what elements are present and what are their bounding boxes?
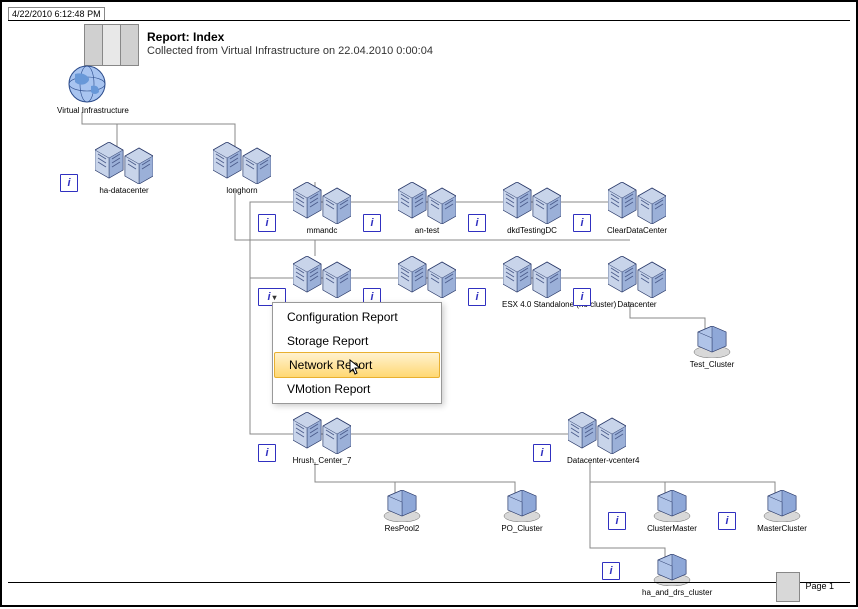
node-root[interactable]: Virtual Infrastructure xyxy=(57,64,117,115)
info-button[interactable]: i xyxy=(602,562,620,580)
node-n21[interactable] xyxy=(292,256,352,300)
node-label: Datacenter-vcenter4 xyxy=(567,456,627,465)
node-dcvcenter4[interactable]: Datacenter-vcenter4 xyxy=(567,412,627,465)
node-label: Hrush_Center_7 xyxy=(292,456,352,465)
info-button[interactable]: i xyxy=(468,214,486,232)
node-hrush[interactable]: Hrush_Center_7 xyxy=(292,412,352,465)
node-clearDC[interactable]: ClearDataCenter xyxy=(607,182,667,235)
node-label: an-test xyxy=(397,226,457,235)
node-testcluster[interactable]: Test_Cluster xyxy=(682,326,742,369)
server-icon xyxy=(398,256,456,298)
node-label: ResPool2 xyxy=(372,524,432,533)
server-icon xyxy=(398,182,456,224)
node-an-test[interactable]: an-test xyxy=(397,182,457,235)
menu-item[interactable]: Configuration Report xyxy=(273,305,441,329)
info-button[interactable]: i xyxy=(468,288,486,306)
node-label: ESX 4.0 Standalone (no cluster) xyxy=(502,300,562,309)
server-icon xyxy=(503,182,561,224)
cluster-icon xyxy=(692,326,732,358)
server-icon xyxy=(213,142,271,184)
menu-item[interactable]: Storage Report xyxy=(273,329,441,353)
node-hadrs[interactable]: ha_and_drs_cluster xyxy=(642,554,702,597)
node-label: Datacenter xyxy=(607,300,667,309)
info-button[interactable]: i xyxy=(573,288,591,306)
node-n22[interactable] xyxy=(397,256,457,300)
cluster-icon xyxy=(382,490,422,522)
footer-doc-icon xyxy=(776,572,800,602)
node-label: Virtual Infrastructure xyxy=(57,106,117,115)
node-label: Test_Cluster xyxy=(682,360,742,369)
node-datacenter[interactable]: Datacenter xyxy=(607,256,667,309)
node-pocluster[interactable]: PO_Cluster xyxy=(492,490,552,533)
server-icon xyxy=(503,256,561,298)
server-icon xyxy=(293,182,351,224)
node-esx40[interactable]: ESX 4.0 Standalone (no cluster) xyxy=(502,256,562,309)
node-longhorn[interactable]: longhorn xyxy=(212,142,272,195)
node-label: ClearDataCenter xyxy=(607,226,667,235)
node-respool2[interactable]: ResPool2 xyxy=(372,490,432,533)
server-icon xyxy=(293,256,351,298)
node-label: ha_and_drs_cluster xyxy=(642,588,702,597)
info-button[interactable]: i xyxy=(60,174,78,192)
node-label: PO_Cluster xyxy=(492,524,552,533)
info-button[interactable]: i xyxy=(608,512,626,530)
cluster-icon xyxy=(502,490,542,522)
node-ha[interactable]: ha-datacenter xyxy=(94,142,154,195)
server-icon xyxy=(568,412,626,454)
server-icon xyxy=(608,256,666,298)
node-mmande[interactable]: mmandc xyxy=(292,182,352,235)
globe-icon xyxy=(67,64,107,104)
info-button[interactable]: i xyxy=(258,214,276,232)
info-button[interactable]: i xyxy=(573,214,591,232)
node-label: ha-datacenter xyxy=(94,186,154,195)
cluster-icon xyxy=(652,490,692,522)
footer-rule xyxy=(8,582,850,583)
server-icon xyxy=(95,142,153,184)
node-clustermaster[interactable]: ClusterMaster xyxy=(642,490,702,533)
node-label: ClusterMaster xyxy=(642,524,702,533)
node-dkdTesting[interactable]: dkdTestingDC xyxy=(502,182,562,235)
node-mastercluster[interactable]: MasterCluster xyxy=(752,490,812,533)
info-button[interactable]: i xyxy=(363,214,381,232)
node-label: mmandc xyxy=(292,226,352,235)
info-button[interactable]: i xyxy=(718,512,736,530)
footer-page-label: Page 1 xyxy=(805,581,834,591)
menu-item[interactable]: VMotion Report xyxy=(273,377,441,401)
cluster-icon xyxy=(762,490,802,522)
node-label: longhorn xyxy=(212,186,272,195)
node-label: dkdTestingDC xyxy=(502,226,562,235)
server-icon xyxy=(293,412,351,454)
info-button[interactable]: i xyxy=(533,444,551,462)
menu-item[interactable]: Network Report xyxy=(274,352,440,378)
server-icon xyxy=(608,182,666,224)
info-button[interactable]: i xyxy=(258,444,276,462)
context-menu[interactable]: Configuration ReportStorage ReportNetwor… xyxy=(272,302,442,404)
node-label: MasterCluster xyxy=(752,524,812,533)
